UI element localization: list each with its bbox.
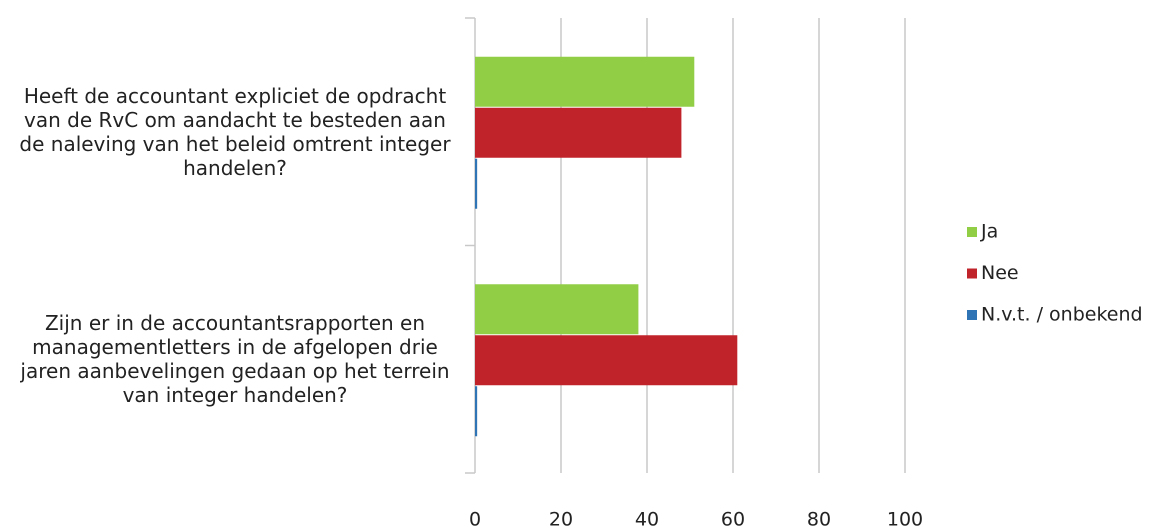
bar: [475, 284, 639, 335]
category-label: Zijn er in de accountantsrapporten en ma…: [20, 311, 450, 408]
legend-swatch: [967, 310, 977, 320]
legend-label: Ja: [980, 221, 998, 243]
x-tick-label: 60: [721, 509, 745, 530]
bar: [475, 107, 682, 158]
x-tick-label: 80: [807, 509, 831, 530]
legend-label: N.v.t. / onbekend: [981, 304, 1143, 326]
category-label: Heeft de accountant expliciet de opdrach…: [19, 83, 451, 180]
bar: [475, 386, 478, 437]
x-tick-label: 0: [469, 509, 481, 530]
x-tick-label: 20: [549, 509, 573, 530]
x-tick-label: 100: [887, 509, 923, 530]
legend-swatch: [967, 268, 977, 279]
bar: [475, 158, 478, 209]
bar: [475, 335, 738, 386]
bar: [475, 56, 695, 107]
legend-swatch: [967, 227, 977, 237]
x-tick-label: 40: [635, 509, 659, 530]
legend-label: Nee: [981, 262, 1019, 284]
